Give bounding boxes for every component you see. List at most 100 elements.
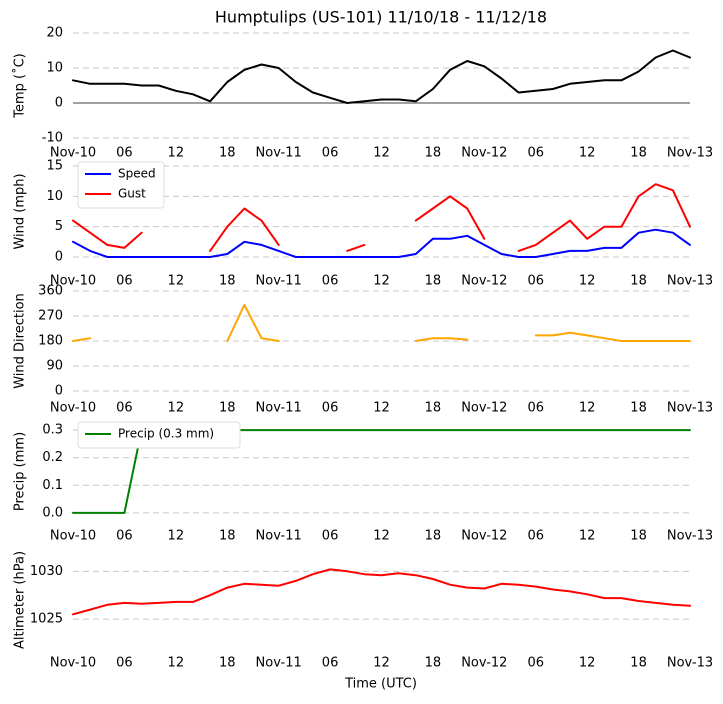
x-tick-label: 12 [373,274,390,289]
x-tick-label: Nov-12 [461,401,507,416]
y-tick-label: 20 [46,26,63,41]
x-tick-label: 12 [168,146,185,161]
subplot: 0 5 10 15 Nov-10 06 12 18 Nov-11 06 12 18 Nov-12 06 12… [13,159,714,289]
y-tick-label: 1030 [30,564,63,579]
x-tick-label: Nov-10 [50,146,96,161]
x-tick-label: 18 [425,529,442,544]
x-tick-label: 12 [168,656,185,671]
subplot: -10 0 10 20 Nov-10 06 12 18 Nov-11 06 12 18 Nov-12 06… [12,26,714,161]
data-line [72,228,691,258]
x-tick-label: 12 [579,529,596,544]
x-tick-label: 06 [527,146,544,161]
x-tick-label: Nov-12 [461,146,507,161]
x-tick-label: 12 [373,146,390,161]
x-tick-label: 18 [630,529,647,544]
x-tick-label: 06 [116,401,133,416]
x-tick-label: Nov-12 [461,656,507,671]
x-tick-label: 18 [219,529,236,544]
legend-label: Gust [118,187,146,201]
x-tick-label: 06 [322,274,339,289]
y-tick-label: 0 [55,250,63,265]
x-tick-label: Nov-10 [50,656,96,671]
chart-title: Humptulips (US-101) 11/10/18 - 11/12/18 [215,8,547,27]
y-tick-label: 270 [38,309,63,324]
subplot: 1025 1030 Nov-10 06 12 18 Nov-11 06 12 18 Nov-12 06… [13,551,714,671]
y-tick-label: 5 [55,219,63,234]
x-tick-label: 12 [579,656,596,671]
subplot: 0 90 180 270 360 Nov-10 06 12 18 Nov-11 06 12 18 Nov-… [13,284,714,416]
y-axis-label: Wind Direction [13,293,28,389]
x-tick-label: Nov-13 [667,146,713,161]
x-tick-label: Nov-11 [256,146,302,161]
x-tick-label: 18 [425,656,442,671]
x-tick-label: Nov-13 [667,274,713,289]
x-tick-label: 06 [116,656,133,671]
y-tick-label: 15 [46,159,63,174]
x-tick-label: 06 [527,529,544,544]
x-tick-label: 12 [579,146,596,161]
x-tick-label: 18 [219,274,236,289]
x-tick-label: 18 [219,146,236,161]
x-tick-label: 12 [373,529,390,544]
legend: Precip (0.3 mm) [77,421,241,449]
x-tick-label: 06 [527,656,544,671]
x-tick-label: 12 [373,656,390,671]
x-tick-label: Nov-12 [461,274,507,289]
data-line [72,49,691,104]
y-tick-label: 0.1 [42,478,63,493]
x-tick-label: 12 [579,274,596,289]
x-tick-label: 06 [116,146,133,161]
data-line [72,183,691,252]
x-tick-label: 12 [373,401,390,416]
x-tick-label: Nov-13 [667,401,713,416]
legend-box [77,421,241,449]
x-tick-label: 18 [425,274,442,289]
y-tick-label: 10 [46,61,63,76]
x-tick-label: Nov-13 [667,529,713,544]
x-tick-label: Nov-12 [461,529,507,544]
y-tick-label: 360 [38,284,63,299]
x-tick-label: 12 [579,401,596,416]
y-tick-label: 0.0 [42,505,63,520]
x-axis-label: Time (UTC) [344,677,417,692]
x-tick-label: 06 [527,401,544,416]
x-tick-label: 06 [322,529,339,544]
x-tick-label: 06 [116,274,133,289]
x-tick-label: Nov-10 [50,401,96,416]
y-axis-label: Wind (mph) [13,173,28,249]
y-tick-label: 90 [46,359,63,374]
legend-label: Precip (0.3 mm) [118,427,214,441]
x-tick-label: 18 [425,146,442,161]
data-line [72,303,691,342]
y-axis-label: Precip (mm) [13,432,28,511]
x-tick-label: 18 [219,656,236,671]
x-tick-label: Nov-11 [256,656,302,671]
y-tick-label: 0.2 [42,450,63,465]
x-tick-label: Nov-11 [256,274,302,289]
subplot: 0.0 0.1 0.2 0.3 Nov-10 06 12 18 Nov-11 06 12 18 Nov-… [13,421,713,544]
x-tick-label: 06 [322,401,339,416]
x-tick-label: 06 [527,274,544,289]
x-tick-label: 06 [322,656,339,671]
y-tick-label: 10 [46,189,63,204]
x-tick-label: Nov-11 [256,529,302,544]
x-tick-label: Nov-11 [256,401,302,416]
y-tick-label: 0 [55,384,63,399]
data-line [72,568,691,616]
x-tick-label: 12 [168,274,185,289]
x-tick-label: 18 [630,274,647,289]
y-tick-label: -10 [42,131,63,146]
y-axis-label: Altimeter (hPa) [13,551,28,649]
x-tick-label: 18 [630,401,647,416]
x-tick-label: Nov-10 [50,529,96,544]
y-tick-label: 180 [38,334,63,349]
y-tick-label: 0.3 [42,423,63,438]
x-tick-label: 18 [630,146,647,161]
legend: Speed Gust [77,161,165,209]
y-tick-label: 1025 [30,612,63,627]
y-axis-label: Temp (˚C) [12,53,28,119]
x-tick-label: Nov-10 [50,274,96,289]
x-tick-label: 18 [425,401,442,416]
x-tick-label: 12 [168,401,185,416]
